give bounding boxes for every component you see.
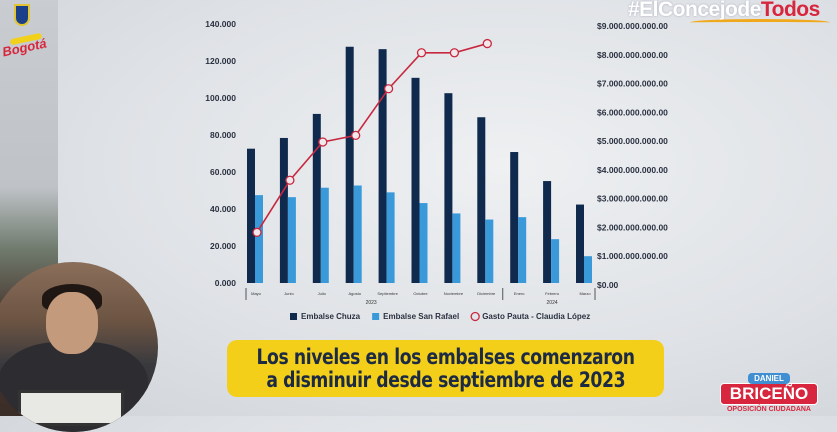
right-axis-tick: $1.000.000.000.00: [597, 251, 668, 261]
legend-swatch: [372, 313, 380, 320]
category-label: Julio: [318, 291, 327, 296]
brand-last-name: BRICEÑO: [720, 383, 818, 405]
category-label: Febrero: [545, 291, 560, 296]
bar-embalse-chuza: [279, 137, 288, 283]
bar-embalse-chuza: [411, 77, 420, 284]
hashtag-red: Todos: [760, 0, 820, 21]
category-label: Noviembre: [444, 291, 464, 296]
left-axis-tick: 0.000: [215, 278, 237, 288]
category-label: Junio: [284, 291, 294, 296]
left-axis-tick: 140.000: [205, 19, 236, 29]
bar-embalse-san-rafael: [320, 187, 329, 283]
category-label: Enero: [514, 291, 525, 296]
hashtag-white: #ElConcejode: [628, 0, 761, 21]
year-label: 2024: [547, 300, 558, 306]
bar-embalse-chuza: [345, 46, 354, 283]
legend-label: Embalse San Rafael: [383, 312, 459, 321]
right-axis-tick: $7.000.000.000.00: [597, 79, 668, 89]
line-marker: [449, 48, 460, 58]
left-axis-tick: 120.000: [205, 56, 236, 66]
right-axis-tick: $3.000.000.000.00: [597, 194, 668, 204]
left-axis-tick: 40.000: [210, 204, 236, 214]
bar-embalse-san-rafael: [255, 195, 263, 283]
bar-embalse-chuza: [510, 152, 519, 283]
line-marker: [351, 130, 361, 141]
bar-embalse-san-rafael: [386, 192, 395, 283]
line-marker: [252, 227, 262, 238]
right-axis-tick: $5.000.000.000.00: [597, 136, 668, 146]
line-marker: [318, 137, 328, 147]
line-marker: [285, 175, 295, 185]
bar-embalse-san-rafael: [551, 239, 560, 283]
right-axis-tick: $4.000.000.000.00: [597, 165, 668, 175]
line-gasto-pauta: [256, 42, 488, 233]
caption-line-1: Los niveles en los embalses comenzaron: [256, 344, 635, 369]
reservoir-chart: 0.000 20.000 40.000 60.000 80.000 100.000 120.…: [205, 19, 668, 322]
bar-embalse-chuza: [477, 117, 486, 284]
left-axis-tick: 20.000: [210, 241, 236, 251]
speaker-head: [46, 292, 98, 354]
line-marker: [416, 48, 427, 58]
legend-swatch: [290, 313, 297, 320]
hashtag-swoosh: [690, 19, 830, 26]
caption-line-2: a disminuir desde septiembre de 2023: [266, 367, 625, 392]
bar-embalse-chuza: [543, 181, 552, 283]
brand-first-name: DANIEL: [748, 373, 790, 384]
category-label: Mayo: [251, 291, 262, 296]
left-axis-tick: 100.000: [205, 93, 236, 103]
right-axis-tick: $8.000.000.000.00: [597, 50, 668, 60]
bar-embalse-chuza: [378, 49, 387, 283]
legend-label: Gasto Pauta - Claudia López: [482, 312, 590, 321]
category-label: Marzo: [579, 291, 591, 296]
right-axis-tick: $0.00: [597, 280, 619, 290]
line-marker: [482, 38, 492, 49]
bar-embalse-chuza: [247, 148, 255, 283]
right-axis-tick: $2.000.000.000.00: [597, 222, 668, 232]
right-axis-tick: $6.000.000.000.00: [597, 107, 668, 117]
bar-embalse-san-rafael: [353, 185, 362, 283]
line-marker: [383, 84, 394, 94]
left-axis-tick: 60.000: [210, 167, 236, 177]
legend-label: Embalse Chuza: [301, 312, 361, 321]
category-label: Diciembre: [477, 291, 496, 296]
bar-embalse-chuza: [444, 93, 453, 283]
brand-logo: DANIEL BRICEÑO OPOSICIÓN CIUDADANA: [720, 365, 818, 413]
bar-embalse-san-rafael: [518, 217, 527, 283]
category-label: Octubre: [413, 291, 428, 296]
brand-tagline: OPOSICIÓN CIUDADANA: [726, 406, 811, 413]
category-label: Agosto: [348, 291, 361, 296]
bogota-crest-logo: [14, 4, 30, 26]
caption-banner: Los niveles en los embalses comenzaron a…: [227, 340, 664, 397]
bar-embalse-san-rafael: [584, 256, 592, 283]
bar-embalse-san-rafael: [287, 197, 296, 283]
category-label: Septiembre: [377, 291, 398, 296]
bar-embalse-san-rafael: [419, 203, 428, 283]
bar-embalse-chuza: [576, 204, 584, 283]
left-axis-tick: 80.000: [210, 130, 236, 140]
hashtag-logo: #ElConcejodeTodos: [628, 0, 820, 20]
bar-embalse-san-rafael: [452, 213, 461, 283]
legend-swatch: [470, 311, 480, 322]
right-axis-tick: $9.000.000.000.00: [597, 21, 668, 31]
year-label: 2023: [366, 300, 377, 306]
bar-embalse-chuza: [312, 113, 321, 283]
bar-embalse-san-rafael: [485, 219, 494, 283]
